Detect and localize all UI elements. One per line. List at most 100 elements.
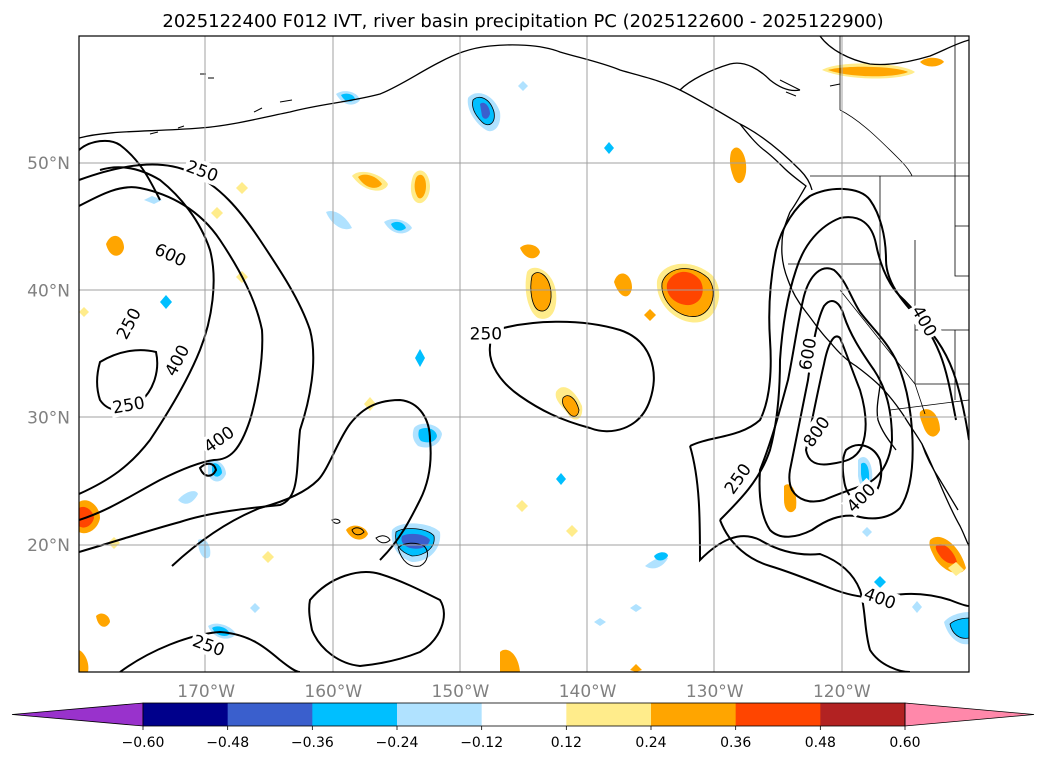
- precip-patch-negative: [198, 538, 211, 559]
- colorbar-tick-label: 0.60: [889, 735, 920, 751]
- precip-patch-negative: [604, 142, 614, 154]
- colorbar-tick-label: −0.12: [460, 735, 503, 751]
- ivt-contour-250-west: [79, 139, 161, 201]
- precip-outline: [395, 528, 435, 557]
- precip-outlines: [395, 96, 969, 639]
- precip-patch-positive: [211, 207, 223, 219]
- island-small: [149, 73, 293, 135]
- ivt-contour-250-central: [488, 320, 655, 433]
- contour-label: 250: [470, 325, 502, 345]
- island-hawaii: [397, 542, 428, 567]
- map-title: 2025122400 F012 IVT, river basin precipi…: [162, 11, 883, 32]
- precip-patch-positive: [530, 272, 552, 312]
- contour-label-background: [906, 300, 943, 342]
- precip-patch-positive: [346, 525, 368, 540]
- precip-outline: [562, 395, 580, 417]
- precip-patch-negative: [480, 102, 490, 119]
- latitude-labels: 20°N 30°N 40°N 50°N: [27, 154, 70, 556]
- border-us-mex: [889, 399, 969, 411]
- islands: [149, 73, 841, 567]
- precip-outline: [530, 272, 552, 312]
- precip-patch-positive: [828, 66, 908, 77]
- map-frame: [78, 35, 970, 673]
- precip-patch-positive: [79, 307, 89, 317]
- ivt-contour-400-east-low: [719, 519, 969, 607]
- coastline-baja: [876, 385, 897, 451]
- ivt-contour-250-east: [689, 187, 969, 447]
- border-nevada: [839, 289, 916, 386]
- precip-patch-positive: [106, 235, 124, 256]
- precip-patch-positive: [920, 57, 944, 67]
- precip-patch-positive: [919, 409, 940, 437]
- coastlines: [79, 36, 969, 547]
- precip-patch-negative: [862, 527, 872, 537]
- lon-tick-label: 150°W: [432, 682, 490, 702]
- map-area: 2506002504002504002502502506008004004004…: [78, 35, 970, 673]
- lat-tick-label: 50°N: [27, 154, 70, 174]
- contour-label-background: [841, 477, 881, 518]
- contour-label-background: [109, 391, 149, 418]
- precip-outline: [661, 268, 714, 317]
- lon-tick-label: 140°W: [559, 682, 617, 702]
- ivt-contour-400-small: [198, 462, 218, 477]
- state-borders: [788, 36, 969, 415]
- colorbar-segment: [397, 703, 483, 726]
- colorbar-tick-label: −0.36: [291, 735, 334, 751]
- precip-patch-positive: [96, 613, 110, 627]
- precip-patch-negative: [178, 491, 198, 504]
- colorbar-segment: [227, 703, 313, 726]
- precip-patch-negative: [418, 428, 437, 443]
- precip-patch-positive: [630, 664, 642, 672]
- colorbar-frame: [142, 702, 906, 727]
- precip-patch-negative: [912, 601, 922, 613]
- lon-tick-label: 120°W: [813, 682, 871, 702]
- precip-patch-negative: [391, 221, 406, 231]
- coastline-bc: [739, 123, 807, 213]
- precip-outline: [472, 96, 495, 126]
- lat-tick-label: 40°N: [27, 281, 70, 301]
- colorbar-segment: [481, 703, 567, 726]
- contour-label-background: [859, 582, 901, 614]
- gridlines: [79, 36, 969, 672]
- colorbar-segment: [312, 703, 398, 726]
- colorbar-segment: [566, 703, 652, 726]
- colorbar-tick-label: −0.48: [206, 735, 249, 751]
- precip-patch-positive: [948, 562, 964, 576]
- colorbar-segment: [735, 703, 821, 726]
- precip-patch-negative: [518, 81, 528, 91]
- contour-label-background: [198, 420, 240, 458]
- coastline-us-west: [781, 211, 959, 511]
- map-background: [79, 36, 969, 672]
- ivt-contour-800-inner: [804, 335, 867, 466]
- precip-patch-negative: [160, 295, 172, 309]
- colorbar-extend-low: [11, 702, 144, 727]
- colorbar: −0.60 −0.48 −0.36 −0.24 −0.12 0.12 0.24 0.36 0.4…: [11, 702, 1035, 751]
- precip-patch-positive: [935, 544, 957, 564]
- ivt-contour-labels: 2506002504002504002502502506008004004004…: [109, 155, 943, 661]
- precip-patch-positive: [358, 174, 382, 188]
- lat-tick-label: 30°N: [27, 409, 70, 429]
- precip-patch-positive: [520, 244, 540, 259]
- contour-label-background: [794, 334, 821, 374]
- contour-label-background: [181, 155, 223, 187]
- precip-patch-positive: [644, 309, 656, 321]
- contour-label-background: [188, 629, 230, 661]
- ivt-contour-400: [79, 186, 264, 521]
- island-small: [779, 79, 841, 97]
- longitude-labels: 170°W 160°W 150°W 140°W 130°W 120°W: [177, 682, 871, 702]
- lon-tick-label: 160°W: [304, 682, 362, 702]
- precip-patches: [79, 57, 969, 672]
- precip-patch-negative: [250, 603, 260, 613]
- contour-label-background: [719, 458, 757, 500]
- precip-patch-positive: [414, 174, 426, 199]
- border-bc-alberta: [839, 109, 913, 177]
- contour-label-background: [467, 323, 504, 344]
- colorbar-segment: [820, 703, 906, 726]
- contour-label-background: [150, 238, 192, 272]
- contour-label-background: [159, 339, 195, 381]
- precip-patch-negative: [556, 473, 566, 485]
- colorbar-tick-label: 0.24: [635, 735, 666, 751]
- precip-patch-positive: [516, 500, 528, 512]
- colorbar-segment: [651, 703, 737, 726]
- coastline-canada: [819, 36, 969, 66]
